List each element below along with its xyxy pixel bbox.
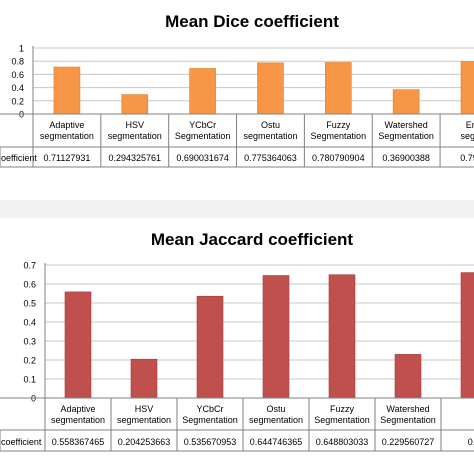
- dice-category-label: Adaptive: [49, 120, 84, 130]
- jaccard-value-label: 0.229560727: [382, 437, 435, 447]
- dice-category-label: segme: [460, 131, 474, 141]
- dice-category-label: Segmentation: [378, 131, 434, 141]
- dice-category-label: Ostu: [261, 120, 280, 130]
- dice-category-label: HSV: [126, 120, 145, 130]
- jaccard-bar: [328, 274, 356, 399]
- jaccard-y-tick-label: 0.3: [23, 337, 36, 347]
- dice-y-tick-label: 0.8: [11, 57, 24, 67]
- dice-category-label: Segmentation: [175, 131, 231, 141]
- dice-bar: [325, 62, 352, 115]
- dice-y-tick-label: 0.2: [11, 96, 24, 106]
- dice-value-label: 0.780790904: [312, 153, 365, 163]
- dice-y-tick-label: 1: [19, 44, 24, 54]
- dice-value-label: 0.7926: [460, 153, 474, 163]
- jaccard-value-label: 0.648803033: [316, 437, 369, 447]
- jaccard-chart-panel: Mean Jaccard coefficient 00.10.20.30.40.…: [0, 218, 474, 474]
- jaccard-bar: [196, 295, 224, 399]
- dice-category-label: Watershed: [385, 120, 428, 130]
- dice-value-label: 0.36900388: [382, 153, 430, 163]
- dice-bar: [392, 89, 420, 115]
- jaccard-category-label: Segmentation: [314, 415, 370, 425]
- jaccard-category-label: segmentation: [51, 415, 105, 425]
- dice-category-label: segmentation: [243, 131, 297, 141]
- dice-chart-panel: Mean Dice coefficient 00.20.40.60.81oeff…: [0, 0, 474, 200]
- jaccard-y-tick-label: 0.4: [23, 318, 36, 328]
- panel-separator: [0, 200, 474, 218]
- dice-bar: [257, 62, 284, 115]
- dice-category-label: Entr: [466, 120, 474, 130]
- dice-value-label: 0.690031674: [176, 153, 229, 163]
- dice-value-label: 0.775364063: [244, 153, 297, 163]
- dice-category-label: YCbCr: [189, 120, 216, 130]
- jaccard-bar: [394, 354, 422, 399]
- jaccard-y-tick-label: 0.6: [23, 280, 36, 290]
- jaccard-category-label: YCbCr: [196, 404, 223, 414]
- jaccard-category-label: Watershed: [386, 404, 429, 414]
- jaccard-bar: [262, 275, 290, 399]
- dice-chart-title: Mean Dice coefficient: [165, 12, 339, 31]
- jaccard-category-label: HSV: [135, 404, 154, 414]
- dice-bar: [189, 68, 216, 115]
- dice-category-label: Fuzzy: [326, 120, 351, 130]
- jaccard-y-tick-label: 0.7: [23, 261, 36, 271]
- jaccard-bar: [130, 358, 158, 399]
- jaccard-category-label: Segmentation: [380, 415, 436, 425]
- jaccard-value-label: 0.204253663: [118, 437, 171, 447]
- jaccard-y-tick-label: 0.5: [23, 299, 36, 309]
- dice-bar: [53, 66, 81, 115]
- jaccard-y-tick-label: 0.1: [23, 375, 36, 385]
- jaccard-category-label: Ostu: [266, 404, 285, 414]
- jaccard-bar: [460, 272, 474, 399]
- dice-category-label: segmentation: [40, 131, 94, 141]
- jaccard-category-label: segmentation: [117, 415, 171, 425]
- dice-bar: [460, 61, 474, 115]
- dice-value-label: 0.71127931: [43, 153, 90, 163]
- jaccard-chart-title: Mean Jaccard coefficient: [150, 230, 354, 249]
- jaccard-chart: 00.10.20.30.40.50.60.7coefficientAdaptiv…: [0, 261, 474, 452]
- jaccard-y-tick-label: 0.2: [23, 356, 36, 366]
- jaccard-value-label: 0.6: [468, 437, 474, 447]
- jaccard-value-label: 0.644746365: [250, 437, 303, 447]
- jaccard-value-label: 0.535670953: [184, 437, 237, 447]
- dice-y-tick-label: 0.6: [11, 70, 24, 80]
- jaccard-category-label: Fuzzy: [330, 404, 355, 414]
- dice-row-label: oefficient: [1, 153, 37, 163]
- dice-category-label: Segmentation: [311, 131, 367, 141]
- dice-category-label: segmentation: [108, 131, 162, 141]
- jaccard-category-label: Segmentation: [182, 415, 238, 425]
- dice-y-tick-label: 0.4: [11, 83, 24, 93]
- dice-value-label: 0.294325761: [108, 153, 161, 163]
- dice-chart: 00.20.40.60.81oefficientAdaptivesegmenta…: [0, 44, 474, 168]
- jaccard-value-label: 0.558367465: [52, 437, 105, 447]
- jaccard-category-label: segmentation: [249, 415, 303, 425]
- jaccard-category-label: Adaptive: [60, 404, 95, 414]
- jaccard-row-label: coefficient: [1, 437, 42, 447]
- jaccard-bar: [64, 291, 92, 399]
- dice-bar: [121, 94, 149, 115]
